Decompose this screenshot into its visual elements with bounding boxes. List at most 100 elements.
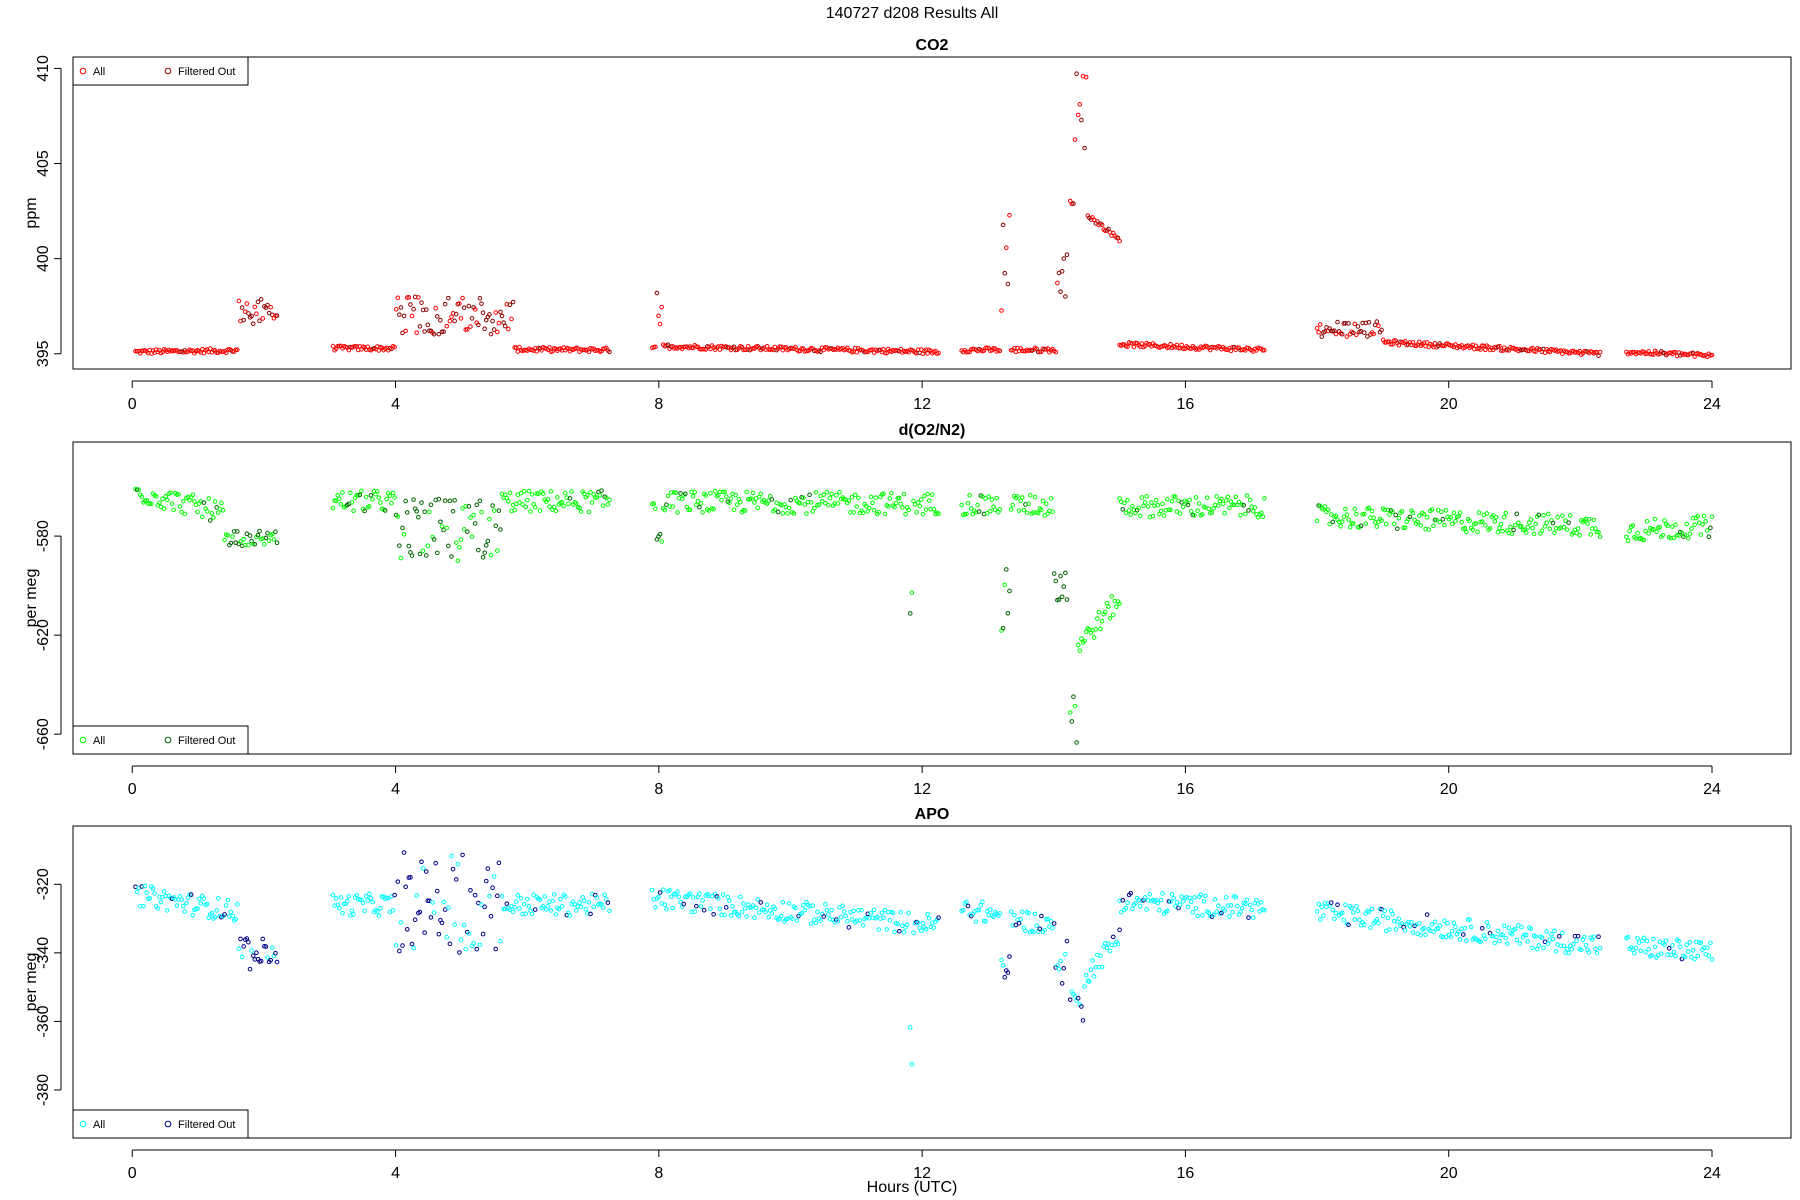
point-all (1700, 522, 1705, 527)
point-all (1431, 929, 1436, 934)
point-all (772, 507, 778, 512)
point-all (1512, 926, 1518, 932)
point-filtered-out (423, 307, 429, 312)
point-all (461, 527, 467, 532)
point-all (1219, 496, 1224, 502)
point-all (1564, 527, 1570, 532)
point-filtered-out (417, 909, 423, 915)
point-all (686, 507, 691, 513)
point-filtered-out (411, 497, 416, 502)
point-filtered-out (1120, 897, 1126, 903)
point-all (461, 922, 467, 928)
point-all (1585, 521, 1590, 526)
point-filtered-out (450, 866, 456, 872)
point-all (871, 507, 877, 513)
point-all (1583, 942, 1589, 948)
point-all (1088, 967, 1094, 972)
point-filtered-out (1061, 965, 1067, 971)
point-all (1390, 911, 1395, 917)
point-all (799, 911, 805, 916)
point-all (1649, 953, 1655, 958)
point-all (1402, 928, 1408, 933)
point-all (1019, 495, 1025, 500)
point-all (1708, 940, 1713, 946)
point-all (1077, 648, 1083, 653)
point-all (1209, 510, 1215, 515)
point-all (656, 313, 661, 319)
point-all (220, 508, 226, 513)
point-all (1099, 222, 1105, 228)
point-filtered-out (476, 547, 481, 553)
point-all (1045, 916, 1051, 922)
point-all (1095, 616, 1100, 621)
point-all (1354, 332, 1359, 338)
point-all (580, 895, 585, 900)
point-all (1550, 936, 1556, 942)
y-axis-label: ppm (23, 197, 40, 228)
point-all (1695, 953, 1701, 959)
point-all (1689, 526, 1694, 532)
point-all (730, 904, 735, 909)
point-all (1456, 929, 1461, 935)
point-all (589, 500, 595, 505)
point-all (1651, 527, 1656, 532)
point-filtered-out (504, 901, 510, 906)
point-all (653, 904, 658, 910)
point-filtered-out (1566, 520, 1571, 525)
point-all (804, 511, 809, 516)
point-filtered-out (1051, 921, 1057, 926)
point-all (1382, 908, 1387, 913)
point-all (1635, 530, 1640, 536)
point-all (1596, 529, 1601, 535)
point-all (1238, 909, 1243, 915)
point-all (1519, 924, 1524, 930)
point-all (215, 510, 221, 515)
point-all (1410, 510, 1416, 516)
point-all (1704, 528, 1710, 533)
point-all (1021, 507, 1027, 513)
point-all (1505, 941, 1510, 947)
point-all (521, 901, 527, 907)
point-all (1445, 921, 1450, 926)
point-all (695, 498, 701, 504)
point-filtered-out (490, 503, 495, 508)
point-all (190, 492, 196, 498)
point-all (1533, 521, 1538, 527)
point-all (678, 899, 683, 905)
point-all (1018, 916, 1023, 922)
point-all (802, 907, 808, 913)
point-all (722, 912, 727, 918)
point-all (469, 534, 475, 539)
point-all (463, 946, 469, 952)
point-all (1333, 910, 1339, 916)
point-all (860, 510, 866, 516)
point-all (1223, 498, 1229, 503)
point-all (1122, 500, 1127, 506)
point-all (592, 495, 598, 500)
point-all (1409, 919, 1414, 925)
point-all (340, 910, 345, 916)
point-all (1008, 507, 1014, 512)
point-filtered-out (411, 306, 416, 312)
point-all (1136, 505, 1141, 511)
point-all (1174, 509, 1180, 514)
point-filtered-out (1079, 117, 1084, 123)
point-all (528, 509, 533, 514)
point-all (802, 502, 808, 507)
point-all (179, 897, 184, 902)
point-filtered-out (268, 957, 273, 963)
point-all (537, 508, 543, 513)
point-all (550, 898, 555, 904)
point-all (1451, 920, 1457, 926)
point-all (1440, 343, 1446, 349)
point-all (1117, 238, 1122, 244)
point-all (1215, 903, 1221, 909)
point-all (1361, 922, 1367, 927)
point-all (925, 491, 930, 497)
point-all (161, 506, 167, 511)
point-filtered-out (422, 329, 427, 334)
point-filtered-out (1219, 910, 1224, 916)
point-all (235, 901, 240, 907)
point-all (722, 489, 727, 495)
point-all (823, 901, 828, 907)
